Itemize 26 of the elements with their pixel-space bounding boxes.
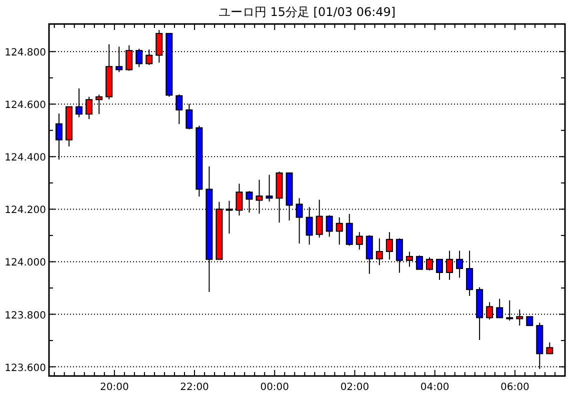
candlestick xyxy=(436,258,444,280)
candlestick xyxy=(266,174,273,202)
y-tick-label: 124.400 xyxy=(4,152,46,164)
x-tick-label: 02:00 xyxy=(340,382,370,393)
y-tick-label: 123.600 xyxy=(4,362,46,374)
candlestick xyxy=(336,216,343,246)
y-tick-label: 124.800 xyxy=(4,48,46,59)
y-tick-label: 123.800 xyxy=(4,310,46,322)
x-tick-label: 20:00 xyxy=(100,382,129,393)
candlestick xyxy=(326,214,333,238)
candlestick xyxy=(256,179,263,214)
candlestick xyxy=(386,232,393,260)
candlestick xyxy=(496,298,504,318)
candlestick xyxy=(316,199,323,238)
candlestick xyxy=(466,250,474,296)
candlestick xyxy=(546,342,554,354)
x-tick-label: 04:00 xyxy=(420,382,450,393)
candlestick xyxy=(356,232,363,250)
y-tick-label: 124.200 xyxy=(4,205,46,216)
x-tick-label: 22:00 xyxy=(180,382,209,393)
title: ユーロ円 15分足 [01/03 06:49] xyxy=(218,5,396,19)
y-tick-label: 124.000 xyxy=(4,258,46,269)
x-tick-label: 06:00 xyxy=(500,382,530,393)
candlestick xyxy=(346,213,353,246)
y-tick-label: 124.600 xyxy=(4,100,46,112)
x-tick-label: 00:00 xyxy=(260,382,290,393)
